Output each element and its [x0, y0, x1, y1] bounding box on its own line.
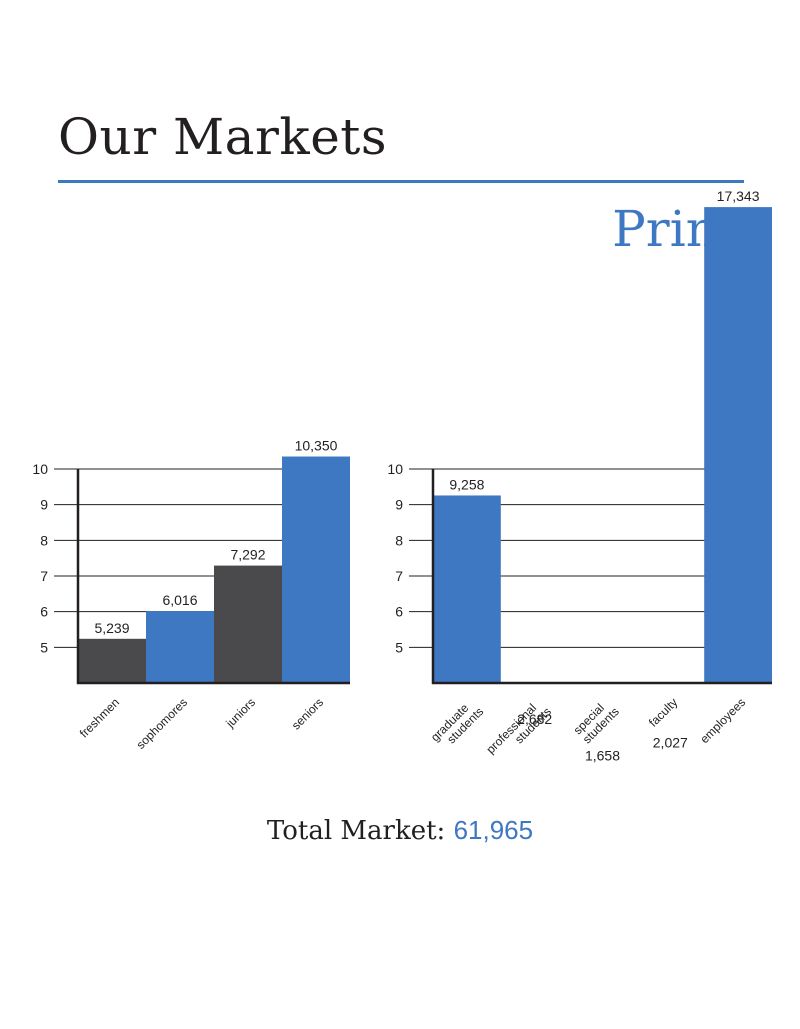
- y-tick-label: 8: [40, 532, 48, 548]
- bar: [704, 207, 772, 683]
- y-tick-label: 8: [395, 532, 403, 548]
- bar-value-label: 10,350: [295, 438, 338, 454]
- y-tick-label: 7: [395, 568, 403, 584]
- y-tick-label: 10: [32, 461, 48, 477]
- y-tick-label: 5: [40, 639, 48, 655]
- title-divider: [58, 180, 744, 183]
- bar-value-label: 17,343: [717, 188, 760, 204]
- bar: [282, 456, 350, 683]
- total-market-label: Total Market:: [266, 816, 446, 846]
- category-label: faculty: [646, 695, 680, 729]
- page-title: Our Markets: [58, 108, 388, 166]
- category-label: seniors: [289, 695, 326, 732]
- bar-value-label: 6,016: [162, 592, 197, 608]
- category-label: sophomores: [134, 695, 191, 752]
- y-tick-label: 9: [40, 497, 48, 513]
- bar-value-label: 9,258: [449, 476, 484, 492]
- bar: [433, 495, 501, 683]
- y-tick-label: 7: [40, 568, 48, 584]
- bar-value-label: 5,239: [94, 620, 129, 636]
- bar: [78, 638, 146, 683]
- y-tick-label: 6: [395, 604, 403, 620]
- y-tick-label: 5: [395, 639, 403, 655]
- category-label: employees: [697, 695, 748, 746]
- chart-2: 5 6 7 8 9 10 9,258 graduatestudents 2,682profess…: [387, 188, 772, 766]
- bar: [146, 611, 214, 683]
- y-tick-label: 6: [40, 604, 48, 620]
- category-label: juniors: [223, 695, 259, 731]
- bar-value-label: 2,682: [517, 711, 552, 727]
- bar: [214, 565, 282, 683]
- category-label: graduatestudents: [428, 695, 486, 753]
- bar-value-label: 7,292: [230, 547, 265, 563]
- category-label: specialstudents: [571, 695, 622, 746]
- category-label: freshmen: [77, 695, 122, 740]
- total-market-value: 61,965: [453, 815, 534, 845]
- bar-value-label: 2,027: [653, 734, 688, 750]
- y-tick-label: 10: [387, 461, 403, 477]
- chart-1: 5 6 7 8 9 10 5,239 freshmen 6,016 sophomores 7,292…: [32, 438, 350, 752]
- category-label: professionalstudents: [484, 695, 555, 766]
- y-tick-label: 9: [395, 497, 403, 513]
- bar-value-label: 1,658: [585, 748, 620, 764]
- total-market: Total Market: 61,965: [0, 815, 800, 846]
